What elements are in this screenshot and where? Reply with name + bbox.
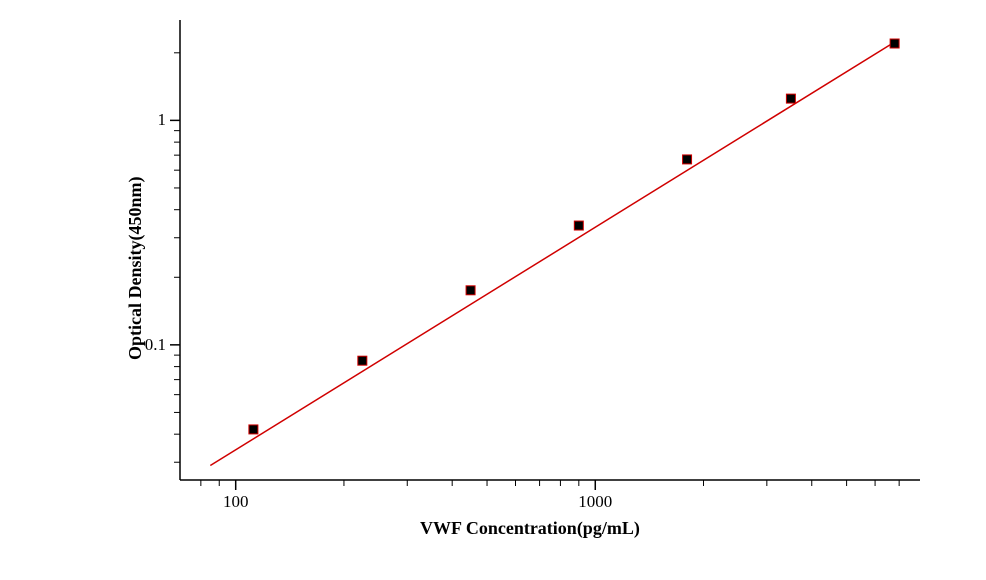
x-axis-label: VWF Concentration(pg/mL) [420,518,640,539]
chart-container: VWF Concentration(pg/mL) Optical Density… [0,0,986,575]
x-tick-label: 100 [216,492,256,512]
x-tick-label: 1000 [575,492,615,512]
y-axis-label: Optical Density(450nm) [125,177,146,361]
y-tick-label: 1 [158,110,167,130]
y-tick-label: 0.1 [145,335,166,355]
chart-svg [0,0,986,575]
